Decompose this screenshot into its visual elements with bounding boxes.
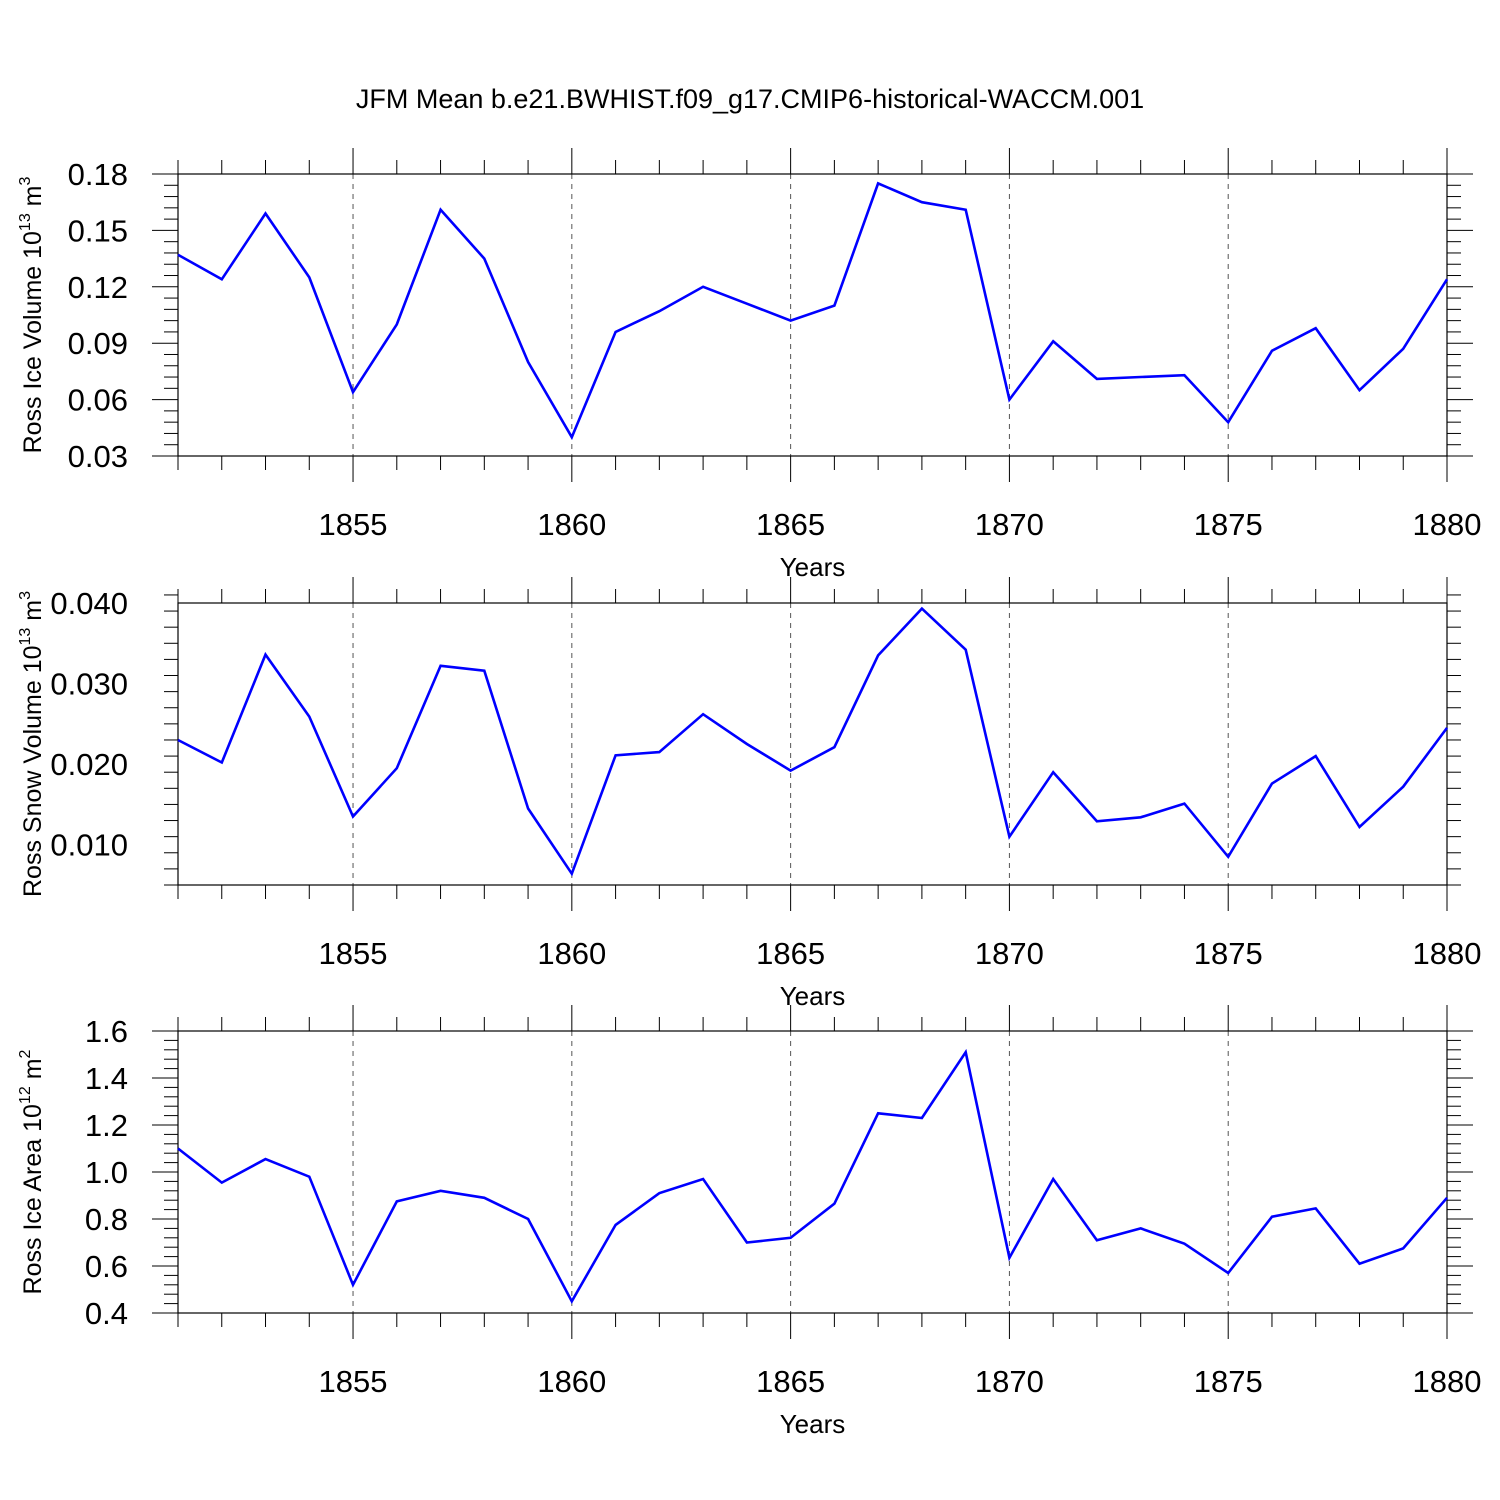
x-tick-label: 1870 — [975, 936, 1044, 971]
y-axis-label-part: 3 — [17, 176, 34, 185]
x-tick-label: 1880 — [1413, 1364, 1482, 1399]
y-tick-label: 0.09 — [68, 326, 128, 361]
series-line — [177, 606, 1449, 877]
x-tick-label: 1875 — [1194, 507, 1263, 542]
y-axis-label-part: Ross Ice Volume 10 — [19, 231, 47, 453]
x-tick-label: 1870 — [975, 1364, 1044, 1399]
x-tick-label: 1860 — [537, 936, 606, 971]
chart-panel-3: 1855 1860 1865 1870 1875 1880 Years 0.4 0.6 0.8 1.… — [17, 1005, 1481, 1439]
y-tick-label: 1.6 — [85, 1014, 128, 1049]
y-tick-label: 0.020 — [50, 747, 128, 782]
figure-title: JFM Mean b.e21.BWHIST.f09_g17.CMIP6-hist… — [355, 84, 1145, 114]
y-tick-label: 0.12 — [68, 270, 128, 305]
y-axis-label-part: 12 — [17, 1086, 34, 1104]
y-tick-label: 0.030 — [50, 667, 128, 702]
chart-panel-2: 1855 1860 1865 1870 1875 1880 Years 0.010 0.020 0… — [17, 577, 1481, 1011]
y-tick-label: 0.010 — [50, 828, 128, 863]
y-tick-label: 1.2 — [85, 1108, 128, 1143]
x-tick-label: 1865 — [756, 1364, 825, 1399]
y-tick-label: 0.040 — [50, 586, 128, 621]
x-axis-label: Years — [780, 1409, 846, 1439]
y-axis-label-part: Ross Ice Area 10 — [19, 1104, 47, 1294]
x-tick-label: 1865 — [756, 507, 825, 542]
series-line — [177, 1048, 1448, 1304]
y-axis-label: Ross Ice Volume 1013 m3 — [17, 176, 47, 453]
plot-frame — [177, 602, 1448, 886]
y-axis-label-part: m — [19, 600, 47, 628]
y-tick-label: 0.8 — [85, 1202, 128, 1237]
x-tick-label: 1855 — [319, 507, 388, 542]
x-tick-label: 1855 — [319, 936, 388, 971]
x-tick-label: 1865 — [756, 936, 825, 971]
y-tick-label: 1.4 — [85, 1061, 128, 1096]
x-tick-label: 1855 — [319, 1364, 388, 1399]
y-axis-label: Ross Snow Volume 1013 m3 — [17, 591, 47, 897]
y-axis-label-part: 13 — [17, 213, 34, 231]
y-axis-label-part: m — [19, 1058, 47, 1086]
plot-frame — [177, 173, 1448, 457]
x-tick-label: 1875 — [1194, 936, 1263, 971]
plot-frame — [177, 1030, 1448, 1314]
x-tick-label: 1860 — [537, 507, 606, 542]
y-tick-label: 0.18 — [68, 157, 128, 192]
y-tick-label: 0.06 — [68, 383, 128, 418]
y-axis-label-part: m — [19, 185, 47, 213]
series-line — [177, 181, 1449, 441]
x-tick-label: 1880 — [1413, 507, 1482, 542]
y-axis-label-part: 2 — [17, 1049, 34, 1058]
x-tick-label: 1870 — [975, 507, 1044, 542]
y-tick-label: 0.03 — [68, 439, 128, 474]
y-axis-label-part: Ross Snow Volume 10 — [19, 645, 47, 897]
x-tick-label: 1860 — [537, 1364, 606, 1399]
y-tick-label: 1.0 — [85, 1155, 128, 1190]
x-tick-label: 1880 — [1413, 936, 1482, 971]
y-axis-label-part: 3 — [17, 591, 34, 600]
x-tick-label: 1875 — [1194, 1364, 1263, 1399]
x-axis-label: Years — [780, 552, 846, 582]
y-axis-label-part: 13 — [17, 628, 34, 646]
y-tick-label: 0.4 — [85, 1296, 128, 1331]
y-axis-label: Ross Ice Area 1012 m2 — [17, 1049, 47, 1294]
chart-panel-1: 1855 1860 1865 1870 1875 1880 Years 0.03 0.06 0.0… — [17, 148, 1481, 582]
y-tick-label: 0.6 — [85, 1249, 128, 1284]
x-axis-label: Years — [780, 981, 846, 1011]
y-tick-label: 0.15 — [68, 213, 128, 248]
